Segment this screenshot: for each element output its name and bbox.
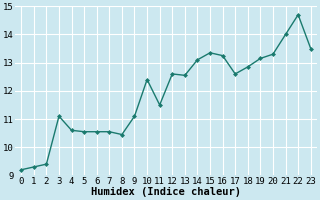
X-axis label: Humidex (Indice chaleur): Humidex (Indice chaleur) — [91, 187, 241, 197]
